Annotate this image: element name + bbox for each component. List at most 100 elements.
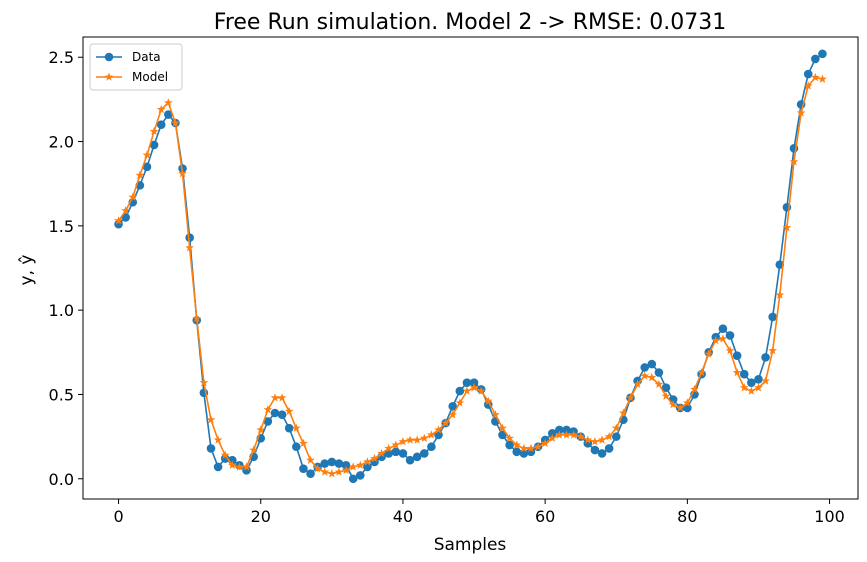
data-point	[320, 459, 330, 468]
model-point	[761, 376, 770, 385]
legend-model-marker	[104, 72, 114, 81]
data-point	[164, 110, 173, 119]
model-point	[341, 465, 351, 475]
data-point	[732, 351, 742, 360]
model-point	[604, 432, 614, 441]
legend-data-label: Data	[132, 50, 161, 64]
data-point	[220, 454, 230, 463]
model-point	[555, 430, 564, 439]
data-point	[334, 459, 344, 468]
model-point	[519, 443, 529, 453]
data-point	[754, 374, 763, 384]
y-tick-label: 0.0	[49, 470, 74, 489]
x-axis-label: Samples	[434, 535, 507, 555]
data-point	[412, 452, 422, 462]
model-point	[213, 435, 223, 444]
y-tick-label: 2.5	[49, 48, 74, 67]
model-point	[732, 367, 742, 377]
data-point	[512, 447, 522, 457]
model-point	[682, 398, 692, 407]
model-point	[142, 150, 152, 159]
data-point	[156, 120, 166, 129]
data-point	[213, 462, 223, 472]
model-point	[412, 435, 422, 444]
model-point	[654, 379, 664, 389]
data-point	[398, 449, 408, 458]
data-point	[263, 417, 273, 426]
x-axis: 0 20 40 60 80 100	[113, 499, 845, 526]
model-point	[796, 108, 806, 117]
data-point	[242, 466, 251, 475]
model-point	[618, 408, 628, 417]
model-point	[739, 383, 749, 392]
model-point	[405, 435, 415, 444]
data-point	[747, 378, 756, 387]
x-tick-label: 60	[535, 507, 555, 526]
model-point	[199, 378, 209, 387]
model-point	[491, 410, 500, 419]
model-point	[206, 415, 216, 424]
model-point	[227, 460, 237, 469]
data-point	[391, 447, 401, 457]
plot-area	[114, 49, 827, 484]
y-tick-label: 1.0	[49, 301, 74, 320]
model-point	[576, 432, 586, 441]
data-point	[462, 378, 472, 387]
model-point	[377, 448, 386, 458]
data-point	[306, 469, 315, 479]
data-point	[768, 312, 777, 322]
x-tick-label: 20	[251, 507, 271, 526]
data-point	[448, 401, 458, 411]
model-point	[306, 455, 315, 464]
data-point	[505, 440, 514, 450]
data-point	[149, 140, 159, 150]
model-point	[334, 467, 344, 476]
model-point	[171, 118, 180, 127]
data-point	[611, 432, 621, 441]
model-point	[647, 373, 657, 382]
data-point	[327, 457, 337, 467]
model-point	[640, 371, 650, 380]
data-point	[526, 447, 536, 457]
data-point	[121, 213, 130, 222]
data-point	[498, 430, 507, 440]
model-point	[156, 104, 166, 114]
model-point	[526, 443, 536, 453]
model-point	[661, 391, 671, 400]
data-point	[142, 162, 152, 172]
model-point	[384, 443, 394, 453]
model-point	[789, 157, 799, 166]
data-point	[427, 442, 436, 452]
model-point	[284, 406, 294, 416]
model-point	[256, 425, 266, 434]
model-point	[746, 386, 756, 395]
model-point	[235, 462, 244, 471]
model-point	[149, 126, 159, 136]
model-point	[611, 423, 621, 432]
model-point	[178, 168, 187, 178]
model-point	[810, 72, 820, 82]
data-point	[299, 464, 308, 473]
data-point	[654, 368, 664, 377]
data-point	[647, 359, 657, 369]
data-point	[469, 378, 479, 387]
model-point	[263, 405, 273, 414]
model-point	[192, 313, 202, 323]
model-point	[547, 433, 557, 443]
model-point	[626, 393, 635, 402]
model-point	[277, 393, 287, 402]
model-point	[633, 379, 642, 389]
model-point	[512, 440, 522, 449]
model-point	[220, 450, 230, 459]
x-tick-label: 80	[677, 507, 697, 526]
data-point	[405, 455, 415, 465]
model-point	[583, 435, 593, 444]
x-tick-label: 40	[393, 507, 413, 526]
model-point	[725, 346, 735, 355]
data-point	[803, 69, 813, 79]
model-point	[505, 433, 514, 443]
model-point	[249, 445, 259, 454]
model-series-line	[117, 76, 823, 475]
model-point	[675, 403, 685, 412]
